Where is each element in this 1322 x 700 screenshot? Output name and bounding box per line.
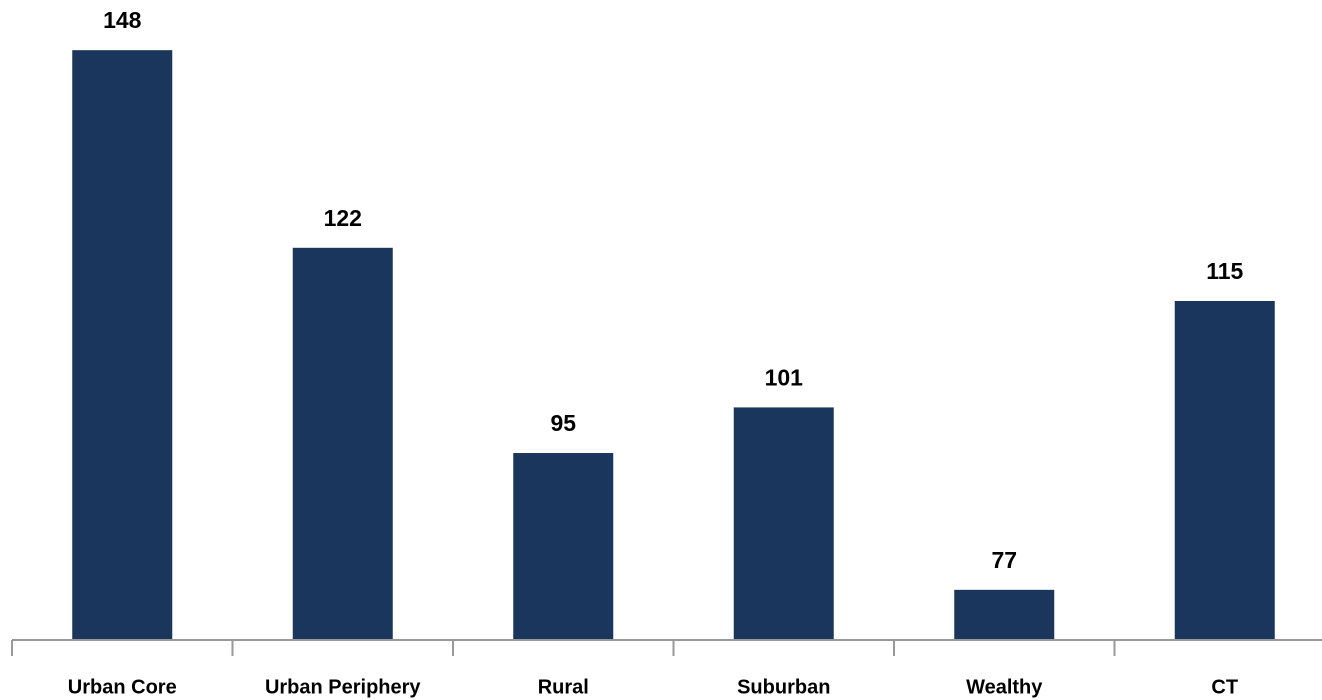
value-label: 115 [1206, 258, 1243, 284]
x-tick-label: Suburban [737, 676, 830, 698]
bar [733, 407, 834, 640]
x-tick-label: Urban Periphery [265, 676, 421, 698]
value-label: 95 [550, 410, 576, 436]
bar [72, 50, 173, 641]
value-label: 77 [991, 547, 1017, 573]
value-label: 101 [765, 364, 804, 390]
x-tick-label: Wealthy [966, 676, 1043, 698]
x-tick-label: CT [1211, 676, 1238, 698]
bar [513, 453, 614, 640]
x-tick-label: Rural [538, 676, 589, 698]
bar [1174, 300, 1275, 640]
value-label: 148 [103, 7, 142, 33]
value-label: 122 [324, 205, 362, 231]
bar [954, 589, 1055, 640]
x-tick-label: Urban Core [68, 676, 177, 698]
bar [292, 247, 393, 641]
